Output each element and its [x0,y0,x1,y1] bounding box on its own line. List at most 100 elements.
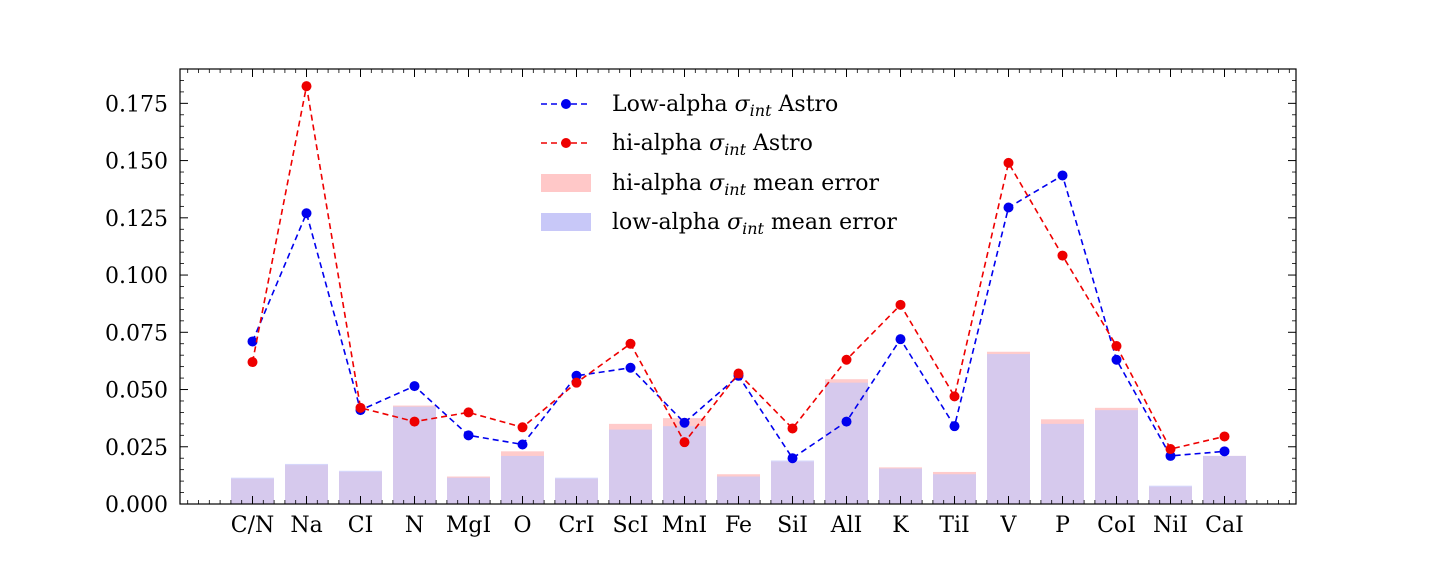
axes-layer: 0.000 0.025 0.050 0.075 0.100 0.125 0.150 0.175… [105,68,1297,538]
point-hi-alpha-Fe [733,368,744,379]
legend-label-name: hi-alpha [612,171,709,196]
legend-label-symbol: σ [709,171,725,196]
point-low-alpha-P [1057,170,1068,181]
bar-low-alpha-mean-error-AlI [825,382,868,504]
point-hi-alpha-SiI [787,423,798,434]
legend-label-hi-alpha-bar: hi-alpha σint mean error [612,171,879,199]
legend-label-name: Low-alpha [612,92,735,117]
point-hi-alpha-P [1057,250,1068,261]
legend-label-suffix: mean error [746,171,879,196]
x-tick-label: TiI [939,513,969,538]
bar-low-alpha-mean-error-CoI [1095,410,1138,504]
point-low-alpha-CrI [571,370,582,381]
point-low-alpha-C/N [247,336,258,347]
point-hi-alpha-N [409,416,420,427]
point-low-alpha-AlI [841,416,852,427]
y-tick-label: 0.075 [105,321,168,346]
point-hi-alpha-MgI [463,407,474,418]
y-tick-label: 0.125 [105,207,168,232]
point-hi-alpha-CaI [1219,431,1230,442]
x-tick-label: AlI [830,513,863,538]
legend-label-subscript: int [742,219,764,238]
point-low-alpha-V [1003,202,1014,213]
x-tick-label: MgI [446,513,491,538]
x-tick-label: N [405,513,424,538]
x-tick-label: NiI [1153,513,1188,538]
legend-label-subscript: int [724,140,746,159]
x-tick-label: SiI [777,513,808,538]
legend-label-hi-alpha-line: hi-alpha σint Astro [612,131,813,159]
point-hi-alpha-K [895,299,906,310]
bar-low-alpha-mean-error-O [501,455,544,504]
legend-label-suffix: mean error [764,210,897,235]
point-hi-alpha-AlI [841,354,852,365]
legend-label-symbol: σ [727,210,743,235]
legend-label-suffix: Astro [772,92,839,117]
legend-label-name: low-alpha [612,210,727,235]
x-tick-label: C/N [231,513,275,538]
x-tick-label: K [892,513,909,538]
point-low-alpha-NiI [1165,450,1176,461]
legend-swatch-hi-alpha-bar [541,174,591,192]
y-tick-label: 0.000 [105,493,168,518]
point-hi-alpha-CoI [1111,341,1122,352]
point-low-alpha-K [895,334,906,345]
legend-label-low-alpha-line: Low-alpha σint Astro [612,92,838,120]
bar-low-alpha-mean-error-V [987,354,1030,504]
x-tick-label: V [1000,513,1018,538]
x-tick-label: Fe [725,513,752,538]
point-hi-alpha-O [517,422,528,433]
point-low-alpha-Na [301,208,312,219]
point-hi-alpha-CI [355,402,366,413]
legend-swatch-low-alpha-bar [541,213,591,231]
x-tick-label: Na [290,513,322,538]
x-tick-label: MnI [662,513,707,538]
point-low-alpha-CaI [1219,446,1230,457]
y-tick-label: 0.100 [105,264,168,289]
point-low-alpha-MgI [463,430,474,441]
x-tick-label: CoI [1097,513,1136,538]
x-tick-label: CaI [1205,513,1244,538]
y-tick-label: 0.025 [105,436,168,461]
legend-label-suffix: Astro [746,131,813,156]
point-low-alpha-MnI [679,417,690,428]
y-tick-label: 0.150 [105,150,168,175]
legend-label-subscript: int [750,101,772,120]
point-hi-alpha-CrI [571,377,582,388]
x-tick-label: CrI [558,513,594,538]
point-hi-alpha-C/N [247,357,258,368]
x-tick-label: O [513,513,531,538]
point-hi-alpha-Na [301,81,312,92]
point-low-alpha-ScI [625,362,636,373]
x-tick-label: ScI [612,513,648,538]
point-hi-alpha-TiI [949,391,960,402]
legend-label-subscript: int [724,180,746,199]
point-low-alpha-SiI [787,453,798,464]
point-hi-alpha-ScI [625,338,636,349]
point-low-alpha-O [517,439,528,450]
bar-low-alpha-mean-error-ScI [609,429,652,504]
legend-marker-hi-alpha-line [561,138,571,148]
bars-layer [231,351,1246,504]
point-hi-alpha-V [1003,157,1014,168]
lines-layer [247,81,1230,464]
bar-low-alpha-mean-error-CaI [1203,455,1246,504]
legend-label-symbol: σ [735,92,751,117]
point-hi-alpha-MnI [679,437,690,448]
y-tick-label: 0.175 [105,92,168,117]
legend-marker-low-alpha-line [561,99,571,109]
point-low-alpha-CoI [1111,354,1122,365]
legend-label-symbol: σ [709,131,725,156]
point-low-alpha-N [409,381,420,392]
x-tick-label: CI [348,513,374,538]
point-hi-alpha-NiI [1165,444,1176,455]
point-low-alpha-TiI [949,421,960,432]
y-tick-label: 0.050 [105,379,168,404]
legend-label-name: hi-alpha [612,131,709,156]
legend-label-low-alpha-bar: low-alpha σint mean error [612,210,897,238]
bar-low-alpha-mean-error-P [1041,423,1084,504]
x-tick-label: P [1055,513,1070,538]
bar-low-alpha-mean-error-NiI [1149,485,1192,504]
